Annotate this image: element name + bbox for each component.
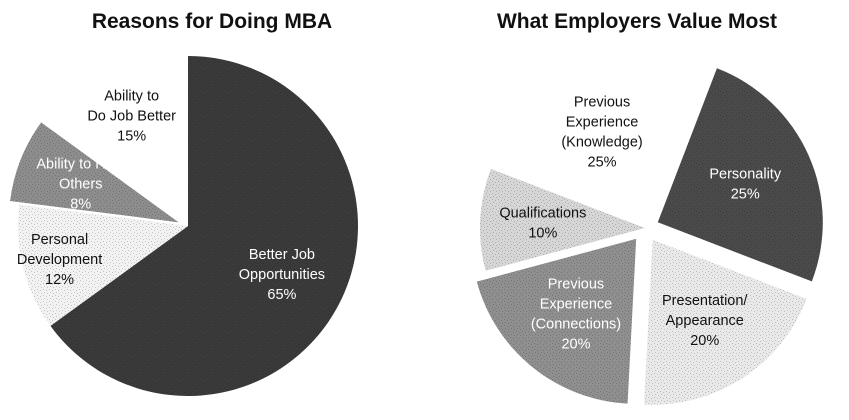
pie-panel-employers: What Employers Value Most Personality 25%… — [425, 0, 849, 420]
pie-chart-employers: Personality 25% Presentation/Appearance 20%… — [476, 63, 823, 405]
pie-slice-texture — [657, 68, 823, 282]
pie-label-previous-experience-connections: Previous Experience (Connections) 20% — [531, 276, 621, 352]
pie-slice-texture — [643, 239, 807, 405]
pie-panel-mba: Reasons for Doing MBA Better Job Opportun… — [0, 0, 424, 420]
pie-slice-texture — [480, 168, 645, 271]
pie-slice-texture — [476, 238, 637, 404]
chart-title: Reasons for Doing MBA — [91, 10, 333, 33]
pie-slice-previous-experience-knowledge — [490, 63, 705, 229]
pie-slice-texture — [18, 204, 189, 326]
pie-label-better-job-opportunities: Better Job Opportunities 65% — [239, 247, 325, 303]
pie-label-previous-experience-knowledge: Previous Experience (Knowledge) 25% — [561, 95, 642, 171]
chart-title: What Employers Value Most — [496, 10, 778, 33]
pie-slice-texture — [10, 122, 179, 223]
pie-chart-mba: Better Job Opportunities 65% Personal Develo… — [10, 56, 358, 396]
pie-slice-ability-to-do-job-better — [50, 56, 189, 226]
pie-label-presentation-appearance: Presentation/Appearance 20% — [662, 293, 748, 349]
pie-slice-texture — [50, 56, 358, 396]
pie-label-qualifications: Qualifications 10% — [499, 206, 586, 242]
pie-label-personality: Personality 25% — [709, 166, 781, 202]
pie-label-ability-to-do-job-better: Ability to Do Job Better 15% — [87, 88, 176, 144]
pie-label-personal-development: Personal Development 12% — [17, 232, 102, 288]
